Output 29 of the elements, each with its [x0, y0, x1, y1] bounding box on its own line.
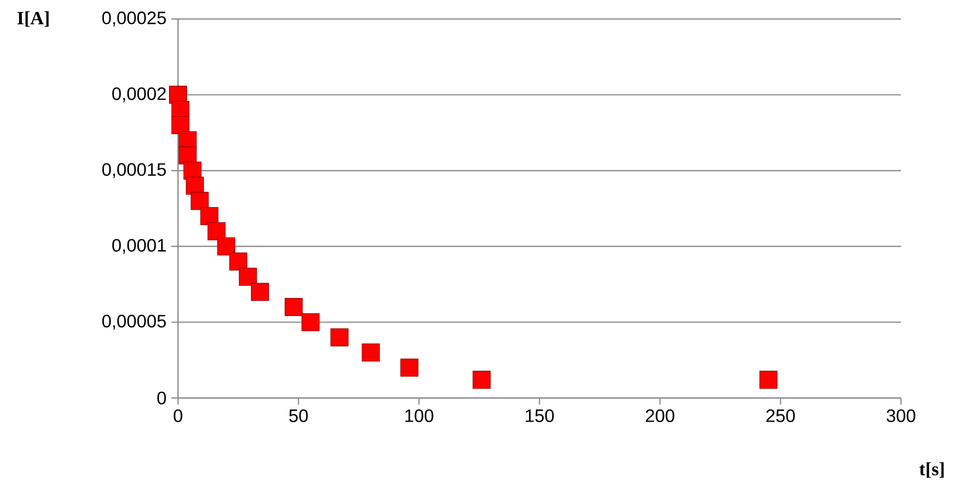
point [250, 282, 269, 301]
x-tick-label: 300 [886, 409, 916, 422]
x-tick-label: 150 [526, 409, 554, 422]
y-tick-label: 0,0001 [112, 238, 166, 254]
x-tick-label: 200 [646, 409, 674, 422]
x-tick-label: 0 [174, 409, 182, 422]
point [190, 192, 209, 210]
y-tick-label: 0 [157, 392, 166, 404]
point [330, 328, 348, 346]
y-tick-label: 0,00005 [102, 314, 166, 330]
point [208, 222, 226, 240]
x-tick-label: 100 [405, 409, 434, 422]
point [400, 358, 418, 377]
point [302, 313, 320, 332]
point [217, 237, 236, 256]
y-axis-title: I[A] [17, 11, 49, 27]
x-tick-label: 50 [289, 409, 308, 422]
y-tick-label: 0,00025 [102, 12, 166, 26]
point [472, 370, 491, 389]
point [238, 268, 257, 286]
point [229, 252, 248, 271]
y-tick-label: 0,00015 [102, 163, 166, 178]
x-tick-label: 250 [766, 409, 795, 422]
x-axis-title: t[s] [919, 462, 944, 478]
y-tick-label: 0,0002 [112, 87, 166, 102]
point [284, 298, 303, 316]
point [759, 370, 778, 389]
point [362, 344, 380, 362]
point [171, 116, 190, 134]
